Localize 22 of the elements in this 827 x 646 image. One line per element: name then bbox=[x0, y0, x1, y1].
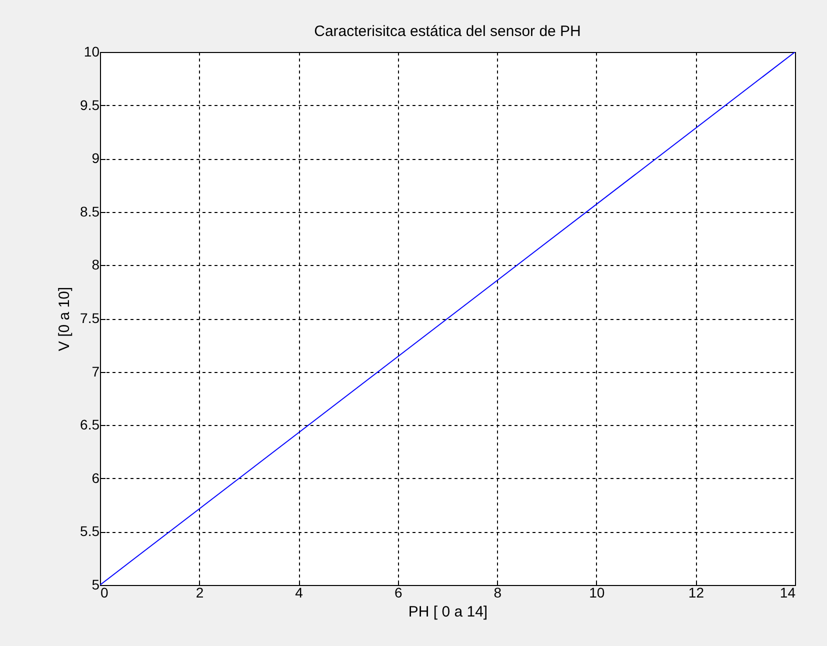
x-tick-label: 6 bbox=[394, 584, 402, 600]
y-tick-label: 9 bbox=[92, 150, 100, 166]
chart-title: Caracterisitca estática del sensor de PH bbox=[314, 23, 581, 40]
y-tick-label: 9.5 bbox=[80, 96, 100, 113]
y-tick-label: 10 bbox=[84, 44, 100, 60]
x-axis-title: PH [ 0 a 14] bbox=[408, 604, 488, 620]
x-tick-label: 12 bbox=[688, 584, 704, 600]
y-tick-label: 5 bbox=[92, 576, 100, 592]
x-tick-label: 4 bbox=[295, 584, 304, 600]
y-tick-label: 8 bbox=[92, 256, 100, 273]
y-axis-title: V [0 a 10] bbox=[56, 286, 74, 352]
y-tick-label: 7 bbox=[92, 363, 100, 380]
y-tick-label: 8.5 bbox=[80, 203, 100, 220]
y-tick-label: 5.5 bbox=[80, 523, 100, 540]
y-tick-label: 7.5 bbox=[80, 310, 100, 326]
y-tick-label: 6 bbox=[92, 470, 100, 486]
x-tick-label: 8 bbox=[494, 584, 502, 600]
x-tick-label: 14 bbox=[780, 584, 796, 600]
x-tick-label: 10 bbox=[589, 584, 605, 600]
y-tick-label: 6.5 bbox=[80, 416, 100, 433]
x-tick-label: 0 bbox=[100, 584, 108, 600]
x-tick-label: 2 bbox=[196, 584, 204, 600]
